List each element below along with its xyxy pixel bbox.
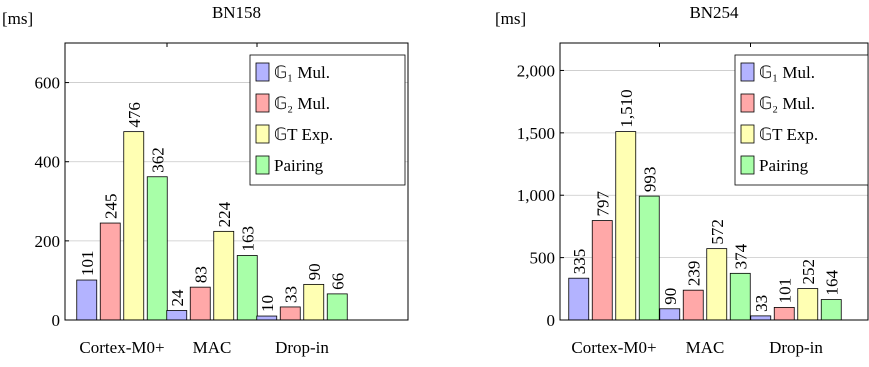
bar <box>213 230 235 321</box>
x-tick-label: MAC <box>193 338 232 357</box>
bar <box>820 299 842 321</box>
data-label: 252 <box>799 259 818 285</box>
data-label: 993 <box>640 167 659 193</box>
bar <box>568 277 590 321</box>
legend-label: Pairing <box>274 156 324 175</box>
data-label: 83 <box>191 266 210 283</box>
data-label: 66 <box>328 273 347 290</box>
data-label: 335 <box>570 249 589 275</box>
bar <box>166 310 188 321</box>
bar <box>256 315 278 321</box>
y-tick-label: 0 <box>547 311 556 330</box>
bar <box>706 248 728 321</box>
bar <box>146 176 168 321</box>
legend-label: 𝔾₂ Mul. <box>274 94 330 113</box>
bar <box>797 288 819 321</box>
legend-swatch <box>255 62 270 82</box>
data-label: 163 <box>238 226 257 252</box>
x-tick-label: MAC <box>686 338 725 357</box>
legend-swatch <box>255 155 270 175</box>
data-label: 33 <box>281 286 300 303</box>
x-tick-label: Drop-in <box>769 338 823 357</box>
y-axis-label: [ms] <box>495 9 526 28</box>
legend-label: 𝔾₁ Mul. <box>274 63 330 82</box>
data-label: 33 <box>752 295 771 312</box>
bar <box>326 293 348 321</box>
bar <box>638 195 660 321</box>
bar <box>303 283 325 321</box>
y-tick-label: 400 <box>35 153 61 172</box>
data-label: 101 <box>78 251 97 277</box>
data-label: 164 <box>822 270 841 296</box>
legend-label: Pairing <box>759 156 809 175</box>
data-label: 797 <box>593 191 612 217</box>
chart-title: BN158 <box>212 3 261 22</box>
bar <box>773 306 795 321</box>
bar <box>123 131 145 321</box>
legend-label: 𝔾T Exp. <box>759 125 818 144</box>
legend-swatch <box>740 93 755 113</box>
data-label: 90 <box>661 288 680 305</box>
legend-label: 𝔾₁ Mul. <box>759 63 815 82</box>
bar <box>279 306 301 321</box>
data-label: 362 <box>148 147 167 173</box>
legend-box <box>734 54 869 186</box>
bar <box>76 279 98 321</box>
legend-swatch <box>255 93 270 113</box>
data-label: 90 <box>305 263 324 280</box>
data-label: 101 <box>775 278 794 304</box>
y-tick-label: 600 <box>35 74 61 93</box>
x-tick-label: Cortex-M0+ <box>571 338 656 357</box>
data-label: 1,510 <box>617 89 636 127</box>
bar <box>750 315 772 321</box>
data-label: 10 <box>258 295 277 312</box>
bar <box>615 131 637 321</box>
x-tick-label: Drop-in <box>275 338 329 357</box>
data-label: 24 <box>168 289 187 307</box>
legend-swatch <box>255 124 270 144</box>
data-label: 476 <box>125 102 144 128</box>
data-label: 572 <box>708 219 727 245</box>
legend-swatch <box>740 62 755 82</box>
y-tick-label: 500 <box>530 249 556 268</box>
y-tick-label: 200 <box>35 232 61 251</box>
y-tick-label: 1,500 <box>517 124 555 143</box>
legend-swatch <box>740 155 755 175</box>
legend-label: 𝔾T Exp. <box>274 125 333 144</box>
legend-box <box>249 54 406 186</box>
bar <box>591 220 613 321</box>
legend-swatch <box>740 124 755 144</box>
y-tick-label: 2,000 <box>517 61 555 80</box>
chart-title: BN254 <box>689 3 739 22</box>
data-label: 224 <box>215 201 234 227</box>
legend-label: 𝔾₂ Mul. <box>759 94 815 113</box>
y-axis-label: [ms] <box>2 9 33 28</box>
data-label: 374 <box>731 243 750 269</box>
bar <box>729 272 751 321</box>
bar <box>189 286 211 321</box>
y-tick-label: 1,000 <box>517 186 555 205</box>
y-tick-label: 0 <box>52 311 61 330</box>
plot-frame <box>64 42 409 321</box>
data-label: 245 <box>101 194 120 220</box>
bar <box>659 308 681 321</box>
bar <box>682 289 704 321</box>
bar <box>236 255 258 321</box>
x-tick-label: Cortex-M0+ <box>79 338 164 357</box>
bar <box>99 222 121 321</box>
data-label: 239 <box>684 261 703 287</box>
